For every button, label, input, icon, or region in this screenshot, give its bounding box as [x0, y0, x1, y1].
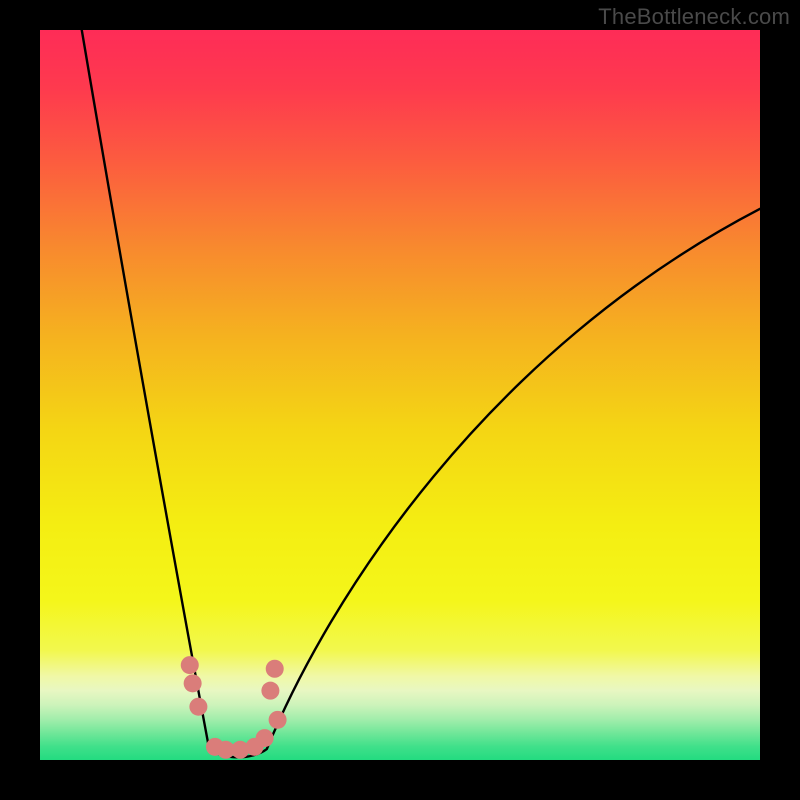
- data-marker: [189, 698, 207, 716]
- watermark-text: TheBottleneck.com: [598, 4, 790, 30]
- data-marker: [269, 711, 287, 729]
- chart-svg: [0, 0, 800, 800]
- stage: TheBottleneck.com: [0, 0, 800, 800]
- data-marker: [261, 682, 279, 700]
- data-marker: [184, 674, 202, 692]
- data-marker: [266, 660, 284, 678]
- plot-background: [40, 30, 760, 760]
- data-marker: [181, 656, 199, 674]
- data-marker: [256, 729, 274, 747]
